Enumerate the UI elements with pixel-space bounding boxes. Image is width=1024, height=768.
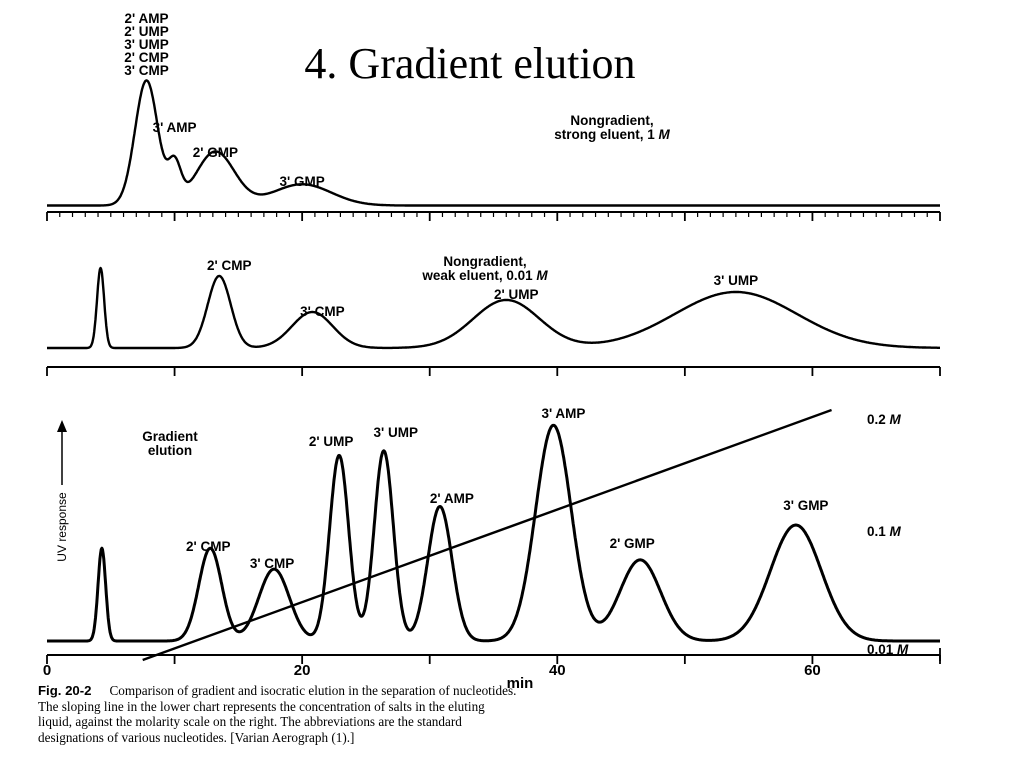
caption-lead: Fig. 20-2 (38, 683, 92, 698)
peak-label: 2' AMP (430, 491, 474, 506)
condition-label: Gradient (142, 429, 198, 444)
peak-label: 2' CMP (124, 50, 168, 65)
peak-label: 3' UMP (124, 37, 168, 52)
condition-label: Nongradient, (443, 254, 526, 269)
peak-label: 3' UMP (714, 273, 758, 288)
peak-label: 3' CMP (250, 556, 294, 571)
x-tick-label: 20 (294, 662, 311, 679)
slide-title: 4. Gradient elution (304, 39, 636, 88)
condition-label: elution (148, 443, 192, 458)
molarity-label: 0.01 M (867, 642, 909, 657)
figure-caption: Fig. 20-2 Comparison of gradient and isoc… (38, 683, 988, 745)
peak-label: 3' CMP (300, 304, 344, 319)
caption-line-4: designations of various nucleotides. [Va… (38, 729, 355, 745)
x-tick-label: 40 (549, 662, 566, 679)
molarity-label: 0.1 M (867, 524, 902, 539)
panel-gradient-elution: 2' CMP 3' CMP 2' UMP 3' UMP 2' AMP 3' AMP 2' G… (43, 406, 941, 692)
gradient-line (142, 408, 832, 662)
caption-line-1: Comparison of gradient and isocratic elu… (109, 683, 517, 698)
y-axis-label: UV response (55, 492, 69, 562)
peak-label: 3' GMP (783, 498, 828, 513)
peak-label: 2' GMP (193, 145, 238, 160)
x-tick-label: 60 (804, 662, 821, 679)
panel-weak-eluent: 2' CMP 3' CMP 2' UMP 3' UMP Nongradient,weak… (46, 254, 941, 376)
peak-label: 3' AMP (541, 406, 585, 421)
chromatogram-trace (46, 79, 941, 207)
peak-label: 3' UMP (374, 425, 418, 440)
peak-label: 2' UMP (494, 287, 538, 302)
peak-label: 2' UMP (309, 434, 353, 449)
condition-label: Nongradient, (570, 113, 653, 128)
x-axis-label: min (507, 675, 534, 692)
peak-label: 3' AMP (153, 120, 197, 135)
peak-label: 2' AMP (125, 11, 169, 26)
chromatogram-trace (46, 423, 941, 643)
condition-label: strong eluent, 1 M (554, 127, 670, 142)
peak-label: 3' GMP (280, 174, 325, 189)
arrow-head-icon (57, 420, 67, 432)
peak-label: 3' CMP (124, 63, 168, 78)
peak-label: 2' CMP (186, 539, 230, 554)
peak-label: 2' UMP (124, 24, 168, 39)
condition-label: weak eluent, 0.01 M (421, 268, 548, 283)
x-tick-label: 0 (43, 662, 51, 679)
caption-line-2: The sloping line in the lower chart repr… (38, 698, 485, 714)
peak-label: 2' CMP (207, 258, 251, 273)
peak-label: 2' GMP (610, 536, 655, 551)
molarity-label: 0.2 M (867, 412, 902, 427)
chromatogram-trace (46, 266, 941, 350)
caption-line-3: liquid, against the molarity scale on th… (38, 714, 462, 729)
